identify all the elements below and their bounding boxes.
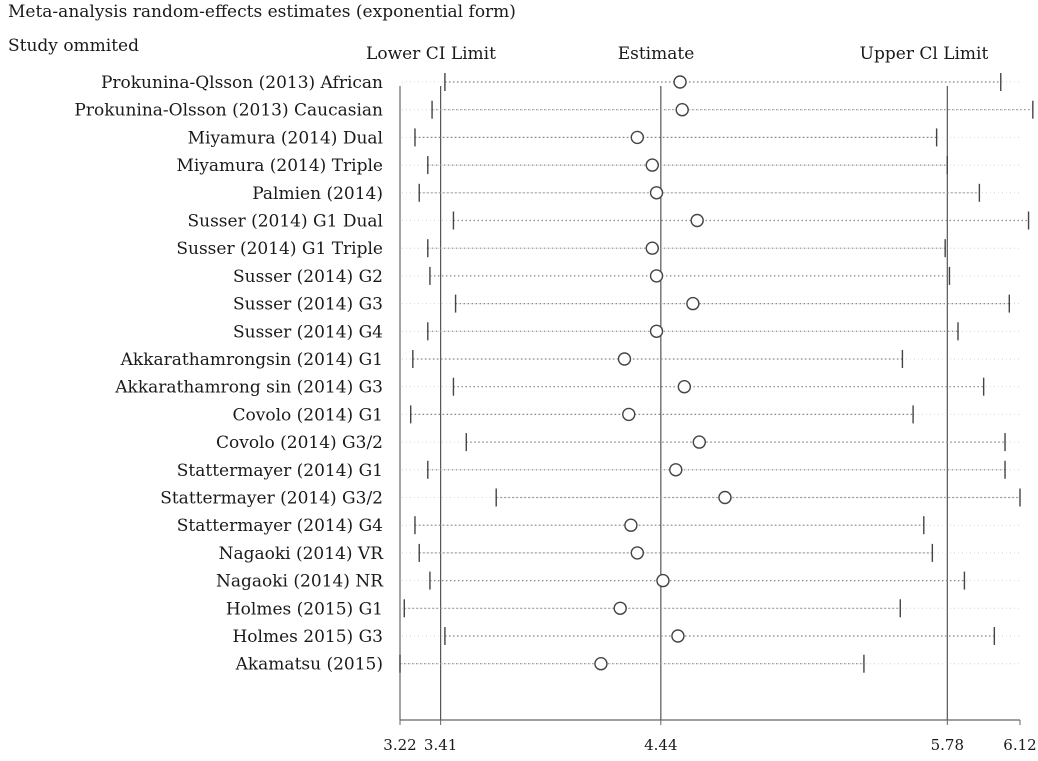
x-tick-label: 5.78 [931,736,964,754]
estimate-marker [594,657,608,671]
study-omitted-heading: Study ommited [8,36,140,56]
study-label: Holmes 2015) G3 [232,627,383,647]
estimate-marker [613,601,627,615]
estimate-marker [690,213,704,228]
study-label: Susser (2014) G1 Dual [187,212,383,232]
estimate-marker [630,546,645,560]
study-label: Holmes (2015) G1 [226,599,383,619]
study-label: Covolo (2014) G3/2 [216,433,383,453]
estimate-marker [624,518,638,532]
estimate-marker [677,380,692,394]
estimate-marker [645,158,659,172]
study-label: Prokunina-Olsson (2013) Caucasian [74,101,383,121]
estimate-marker [649,186,664,200]
estimate-marker [617,352,632,366]
estimate-marker [649,324,664,338]
estimate-marker [673,75,687,89]
study-label: Akkarathamrong sin (2014) G3 [114,378,383,398]
study-label: Palmien (2014) [252,184,383,204]
study-label: Akamatsu (2015) [235,655,383,675]
x-tick-label: 6.12 [1003,736,1036,754]
estimate-marker [645,241,659,255]
study-label: Covolo (2014) G1 [233,405,384,425]
study-label: Nagaoki (2014) VR [219,544,385,564]
lower-ci-limit-heading: Lower CI Limit [366,44,496,64]
study-label: Susser (2014) G1 Triple [176,239,383,259]
estimate-marker [718,490,732,505]
estimate-marker [669,463,683,477]
study-label: Prokunina-Qlsson (2013) African [101,73,383,93]
estimate-marker [675,102,689,117]
study-label: Miyamura (2014) Triple [176,156,383,176]
x-tick-label: 3.22 [383,736,416,754]
study-label: Susser (2014) G3 [233,295,383,315]
study-label: Stattermayer (2014) G3/2 [160,489,383,509]
estimate-marker [649,269,664,283]
estimate-marker [686,296,700,311]
study-label: Stattermayer (2014) G1 [177,461,383,481]
chart-title: Meta-analysis random-effects estimates (… [8,2,516,22]
study-label: Akkarathamrongsin (2014) G1 [120,350,383,370]
estimate-marker [656,573,670,588]
study-label: Stattermayer (2014) G4 [177,516,383,536]
estimate-marker [630,130,645,145]
x-tick-label: 4.44 [644,736,677,754]
estimate-marker [692,435,707,449]
upper-ci-limit-heading: Upper Cl Limit [859,44,989,64]
study-label: Susser (2014) G4 [233,322,383,342]
study-label: Nagaoki (2014) NR [216,572,384,592]
study-label: Susser (2014) G2 [233,267,383,287]
estimate-marker [671,629,685,643]
estimate-marker [622,407,636,422]
estimate-heading: Estimate [617,44,695,64]
study-label: Miyamura (2014) Dual [188,128,383,148]
x-tick-label: 3.41 [424,736,457,754]
